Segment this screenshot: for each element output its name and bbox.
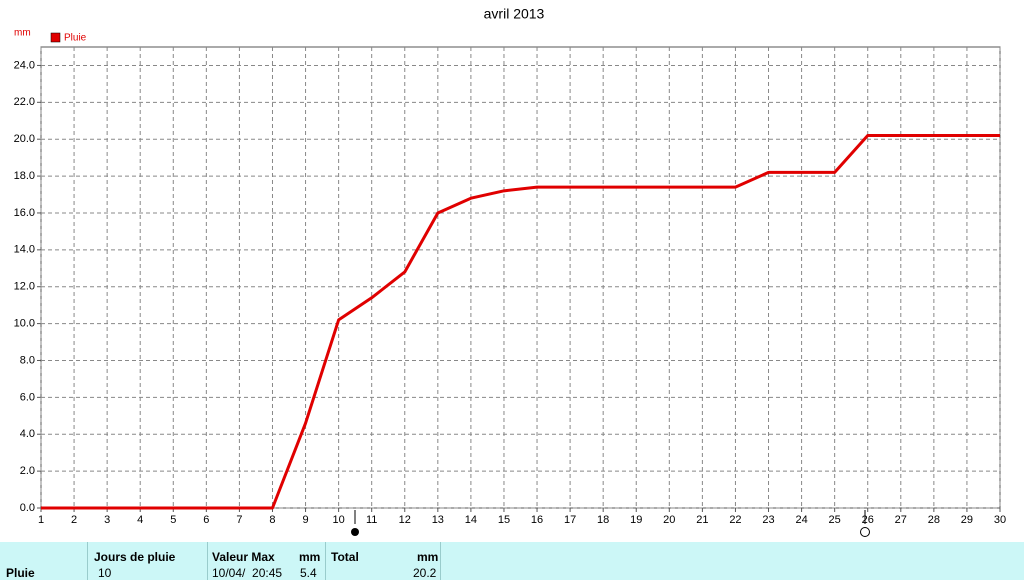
summary-table: Pluie Jours de pluie 10 Valeur Max mm 10… (0, 542, 1024, 580)
y-tick-label: 0.0 (20, 502, 35, 514)
x-tick-label: 29 (961, 514, 973, 526)
y-tick-label: 2.0 (20, 465, 35, 477)
x-tick-label: 16 (531, 514, 543, 526)
x-tick-label: 3 (104, 514, 110, 526)
x-tick-label: 11 (366, 514, 377, 526)
y-tick-label: 20.0 (14, 133, 35, 145)
x-tick-label: 8 (269, 514, 275, 526)
x-tick-label: 7 (236, 514, 242, 526)
x-tick-label: 13 (432, 514, 444, 526)
y-unit: mm (14, 28, 31, 39)
x-tick-label: 2 (71, 514, 77, 526)
y-tick-label: 14.0 (14, 244, 35, 256)
y-tick-label: 22.0 (14, 96, 35, 108)
x-tick-label: 20 (663, 514, 675, 526)
y-tick-label: 12.0 (14, 281, 35, 293)
col-sep (87, 542, 88, 580)
x-tick-label: 10 (332, 514, 344, 526)
x-tick-label: 12 (399, 514, 411, 526)
x-tick-label: 5 (170, 514, 176, 526)
chart: avril 2013 mm Pluie 0.0 2.0 4.0 6.0 8.0 10.0 1… (14, 6, 1006, 537)
y-tick-label: 6.0 (20, 391, 35, 403)
plot-frame (40, 46, 1001, 509)
rain-line (41, 134, 1000, 510)
col-header: Total (331, 550, 359, 564)
x-tick-label: 30 (994, 514, 1006, 526)
full-moon-icon (351, 528, 359, 536)
x-tick-label: 17 (564, 514, 576, 526)
x-tick-label: 24 (795, 514, 807, 526)
col-sep (207, 542, 208, 580)
x-tick-label: 6 (203, 514, 209, 526)
col-unit: mm (299, 550, 321, 564)
x-tick-label: 19 (630, 514, 642, 526)
new-moon-icon (860, 527, 870, 537)
col-sep (440, 542, 441, 580)
x-tick-label: 21 (696, 514, 708, 526)
legend-swatch (50, 32, 61, 43)
x-tick-label: 9 (302, 514, 308, 526)
y-tick-label: 4.0 (20, 428, 35, 440)
row-label: Pluie (6, 566, 35, 580)
x-tick-label: 14 (465, 514, 477, 526)
cell: 20.2 (413, 566, 437, 580)
x-tick-label: 1 (38, 514, 44, 526)
x-tick-label: 25 (829, 514, 841, 526)
cell: 10 (98, 566, 112, 580)
chart-title: avril 2013 (484, 6, 545, 22)
x-tick-label: 15 (498, 514, 510, 526)
x-tick-label: 26 (862, 514, 874, 526)
y-tick-label: 24.0 (14, 59, 35, 71)
x-tick-label: 22 (729, 514, 741, 526)
y-tick-label: 16.0 (14, 207, 35, 219)
legend-label: Pluie (64, 33, 87, 44)
cell: 10/04/ 20:45 (212, 566, 283, 580)
x-tick-label: 23 (762, 514, 774, 526)
x-tick-label: 4 (137, 514, 143, 526)
col-unit: mm (417, 550, 439, 564)
x-tick-label: 18 (597, 514, 609, 526)
cell: 5.4 (300, 566, 317, 580)
col-header: Valeur Max (212, 550, 275, 564)
y-tick-label: 8.0 (20, 354, 35, 366)
y-tick-label: 18.0 (14, 170, 35, 182)
x-tick-label: 27 (895, 514, 907, 526)
col-sep (325, 542, 326, 580)
y-tick-label: 10.0 (14, 318, 35, 330)
x-tick-label: 28 (928, 514, 940, 526)
col-header: Jours de pluie (94, 550, 176, 564)
